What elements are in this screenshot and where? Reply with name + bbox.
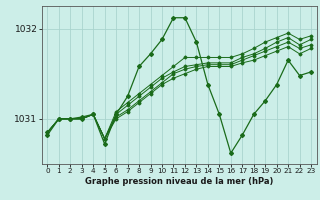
X-axis label: Graphe pression niveau de la mer (hPa): Graphe pression niveau de la mer (hPa) <box>85 177 273 186</box>
